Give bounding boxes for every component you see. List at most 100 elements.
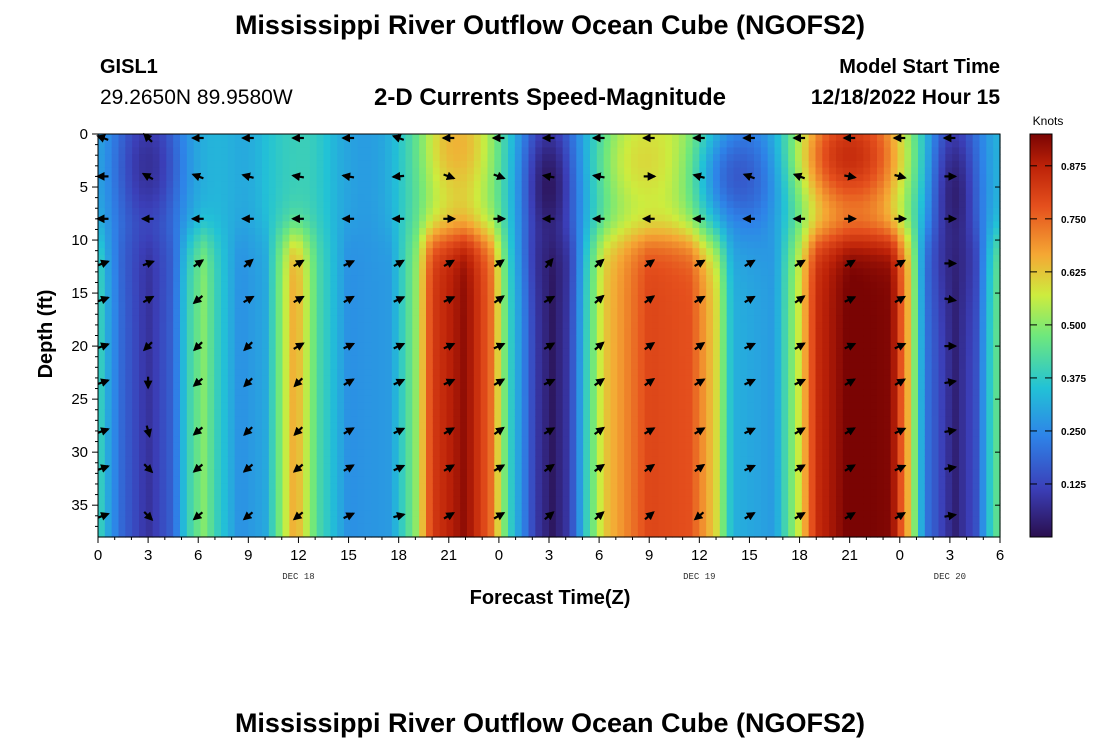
heatmap-cell <box>98 322 106 330</box>
heatmap-cell <box>262 322 270 330</box>
heatmap-cell <box>255 456 263 464</box>
heatmap-cell <box>583 281 591 290</box>
heatmap-cell <box>603 234 612 243</box>
heatmap-cell <box>521 483 530 491</box>
heatmap-cell <box>159 187 167 196</box>
heatmap-cell <box>214 382 222 390</box>
heatmap-cell <box>453 254 461 263</box>
heatmap-cell <box>145 496 154 505</box>
heatmap-cell <box>549 268 557 276</box>
heatmap-cell <box>303 140 311 149</box>
heatmap-cell <box>624 342 632 350</box>
heatmap-cell <box>125 516 133 525</box>
heatmap-cell <box>487 496 495 505</box>
heatmap-cell <box>118 355 126 363</box>
heatmap-cell <box>234 436 243 444</box>
heatmap-cell <box>665 181 673 189</box>
heatmap-cell <box>139 181 147 189</box>
heatmap-cell <box>610 476 618 484</box>
heatmap-cell <box>282 140 290 149</box>
heatmap-cell <box>350 315 359 323</box>
heatmap-cell <box>344 140 352 149</box>
heatmap-cell <box>487 295 495 303</box>
heatmap-cell <box>330 308 338 316</box>
heatmap-cell <box>173 523 181 531</box>
heatmap-cell <box>603 301 612 310</box>
heatmap-cell <box>364 496 372 505</box>
heatmap-cell <box>528 174 536 182</box>
heatmap-cell <box>460 429 468 437</box>
heatmap-cell <box>480 355 489 363</box>
heatmap-cell <box>549 241 557 249</box>
heatmap-cell <box>590 228 598 236</box>
heatmap-cell <box>166 201 174 209</box>
heatmap-cell <box>337 207 345 216</box>
heatmap-cell <box>521 268 530 276</box>
heatmap-cell <box>180 167 188 175</box>
heatmap-cell <box>118 335 126 343</box>
heatmap-cell <box>501 409 509 417</box>
heatmap-cell <box>528 288 536 296</box>
heatmap-cell <box>569 140 577 149</box>
heatmap-cell <box>255 288 263 296</box>
heatmap-cell <box>631 201 639 209</box>
page-title: Mississippi River Outflow Ocean Cube (NG… <box>234 10 866 40</box>
heatmap-cell <box>391 221 400 229</box>
heatmap-cell <box>487 308 495 316</box>
heatmap-cell <box>186 201 195 209</box>
heatmap-cell <box>658 483 666 491</box>
heatmap-cell <box>227 456 236 464</box>
heatmap-cell <box>480 395 489 404</box>
heatmap-cell <box>337 416 345 424</box>
heatmap-cell <box>596 281 605 290</box>
heatmap-cell <box>316 496 325 505</box>
heatmap-cell <box>473 483 482 491</box>
heatmap-cell <box>248 409 256 417</box>
heatmap-cell <box>569 496 577 505</box>
heatmap-cell <box>200 288 208 296</box>
heatmap-cell <box>344 187 352 196</box>
heatmap-cell <box>289 516 297 525</box>
heatmap-cell <box>378 187 386 196</box>
heatmap-cell <box>439 409 448 417</box>
heatmap-cell <box>419 409 427 417</box>
heatmap-cell <box>412 476 420 484</box>
heatmap-cell <box>166 241 174 249</box>
heatmap-cell <box>494 160 502 169</box>
heatmap-cell <box>521 221 530 229</box>
heatmap-cell <box>221 207 229 216</box>
heatmap-cell <box>391 355 400 363</box>
heatmap-cell <box>562 422 571 431</box>
heatmap-cell <box>480 308 489 316</box>
heatmap-cell <box>207 147 215 155</box>
heatmap-cell <box>221 483 229 491</box>
heatmap-cell <box>473 228 482 236</box>
heatmap-cell <box>658 147 666 155</box>
heatmap-cell <box>132 389 140 397</box>
heatmap-cell <box>480 328 489 337</box>
heatmap-cell <box>596 315 605 323</box>
heatmap-cell <box>596 442 605 451</box>
heatmap-cell <box>521 516 530 525</box>
heatmap-cell <box>207 416 215 424</box>
heatmap-cell <box>118 348 126 357</box>
heatmap-cell <box>576 503 584 511</box>
heatmap-cell <box>617 134 625 142</box>
heatmap-cell <box>275 147 284 155</box>
heatmap-cell <box>316 369 325 377</box>
heatmap-cell <box>569 187 577 196</box>
heatmap-cell <box>378 228 386 236</box>
heatmap-cell <box>111 281 120 290</box>
heatmap-cell <box>268 322 277 330</box>
heatmap-cell <box>658 214 666 222</box>
heatmap-cell <box>159 201 167 209</box>
heatmap-cell <box>473 510 482 518</box>
heatmap-cell <box>378 241 386 249</box>
heatmap-cell <box>467 234 475 243</box>
heatmap-cell <box>446 275 454 283</box>
heatmap-cell <box>180 214 188 222</box>
heatmap-cell <box>98 516 106 525</box>
heatmap-cell <box>227 503 236 511</box>
heatmap-cell <box>241 369 249 377</box>
heatmap-cell <box>624 442 632 451</box>
